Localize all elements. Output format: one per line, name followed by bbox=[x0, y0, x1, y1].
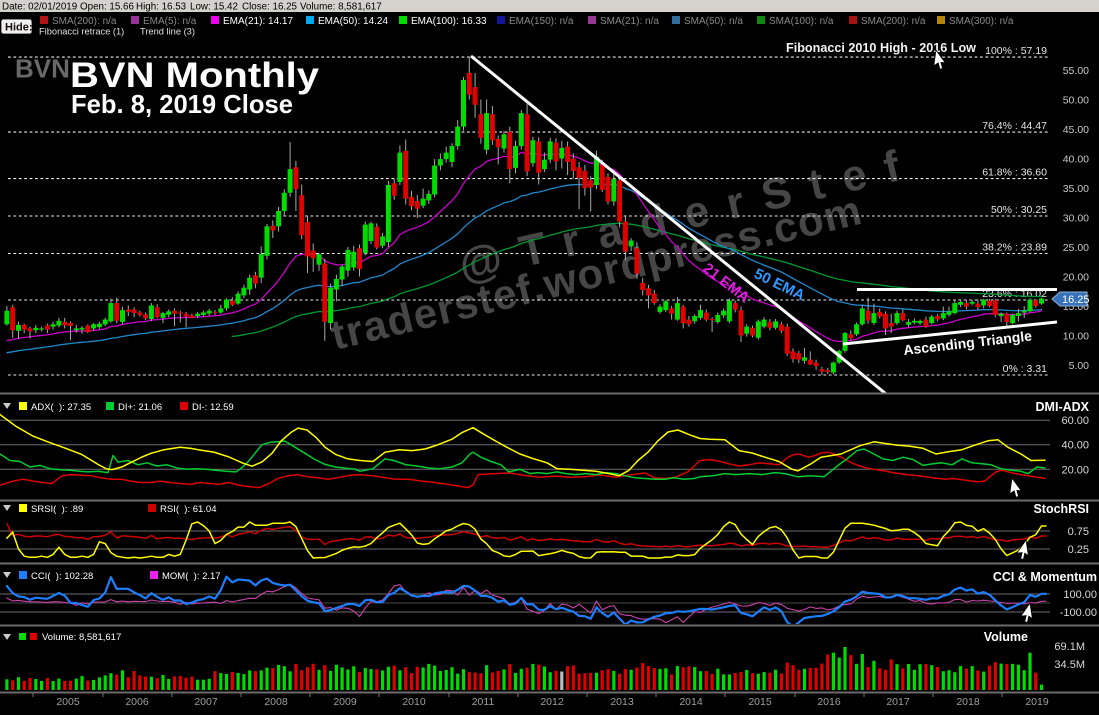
svg-text:2011: 2011 bbox=[472, 696, 495, 708]
svg-text:0% : 3.31: 0% : 3.31 bbox=[1003, 363, 1048, 375]
svg-text:SMA(50): n/a: SMA(50): n/a bbox=[684, 16, 743, 27]
svg-text:2006: 2006 bbox=[125, 696, 149, 708]
svg-text:SMA(200): n/a: SMA(200): n/a bbox=[861, 16, 926, 27]
svg-text:Volume: Volume bbox=[984, 630, 1028, 644]
svg-text:2017: 2017 bbox=[886, 696, 910, 708]
svg-text:Volume: 8,581,617: Volume: 8,581,617 bbox=[42, 632, 121, 643]
svg-text:100.00: 100.00 bbox=[1063, 589, 1097, 601]
svg-text:SRSI( ): .89: SRSI( ): .89 bbox=[31, 504, 83, 515]
svg-text:0.75: 0.75 bbox=[1068, 526, 1089, 538]
svg-text:35.00: 35.00 bbox=[1063, 183, 1089, 195]
svg-text:Fibonacci retrace (1): Fibonacci retrace (1) bbox=[39, 27, 124, 37]
svg-text:Close: 16.25: Close: 16.25 bbox=[242, 1, 298, 12]
svg-text:CCI( ): 102.28: CCI( ): 102.28 bbox=[31, 571, 93, 582]
svg-text:SMA(21): n/a: SMA(21): n/a bbox=[600, 16, 659, 27]
svg-text:Hide:: Hide: bbox=[5, 22, 33, 34]
svg-text:76.4% : 44.47: 76.4% : 44.47 bbox=[982, 120, 1047, 132]
svg-text:Feb. 8, 2019 Close: Feb. 8, 2019 Close bbox=[71, 89, 293, 119]
svg-text:BVN: BVN bbox=[15, 54, 70, 84]
svg-text:45.00: 45.00 bbox=[1063, 124, 1089, 136]
svg-text:40.00: 40.00 bbox=[1063, 154, 1089, 166]
svg-text:10.00: 10.00 bbox=[1063, 331, 1089, 343]
svg-text:Volume: 8,581,617: Volume: 8,581,617 bbox=[300, 1, 382, 12]
svg-text:ADX( ): 27.35: ADX( ): 27.35 bbox=[31, 402, 91, 413]
svg-text:EMA(150): n/a: EMA(150): n/a bbox=[509, 16, 574, 27]
svg-text:2015: 2015 bbox=[748, 696, 772, 708]
svg-text:SMA(200): n/a: SMA(200): n/a bbox=[52, 16, 117, 27]
svg-text:2012: 2012 bbox=[540, 696, 564, 708]
svg-text:55.00: 55.00 bbox=[1063, 65, 1089, 77]
svg-text:RSI( ): 61.04: RSI( ): 61.04 bbox=[160, 504, 217, 515]
svg-text:69.1M: 69.1M bbox=[1054, 641, 1085, 653]
svg-text:60.00: 60.00 bbox=[1061, 415, 1089, 427]
svg-text:SMA(300): n/a: SMA(300): n/a bbox=[949, 16, 1014, 27]
svg-text:34.5M: 34.5M bbox=[1054, 659, 1085, 671]
svg-text:2019: 2019 bbox=[1025, 696, 1049, 708]
svg-text:40.00: 40.00 bbox=[1061, 440, 1089, 452]
svg-text:16.25: 16.25 bbox=[1062, 294, 1090, 306]
svg-text:EMA(21): 14.17: EMA(21): 14.17 bbox=[223, 16, 293, 27]
svg-text:61.8% : 36.60: 61.8% : 36.60 bbox=[982, 167, 1047, 179]
svg-text:20.00: 20.00 bbox=[1061, 464, 1089, 476]
svg-text:High: 16.53: High: 16.53 bbox=[136, 1, 187, 12]
svg-text:2010: 2010 bbox=[402, 696, 426, 708]
svg-text:38.2% : 23.89: 38.2% : 23.89 bbox=[982, 242, 1047, 254]
svg-text:MOM( ): 2.17: MOM( ): 2.17 bbox=[162, 571, 221, 582]
svg-text:EMA(100): 16.33: EMA(100): 16.33 bbox=[411, 16, 487, 27]
svg-text:0.25: 0.25 bbox=[1068, 544, 1089, 556]
svg-text:EMA(50): 14.24: EMA(50): 14.24 bbox=[318, 16, 388, 27]
svg-text:CCI & Momentum: CCI & Momentum bbox=[993, 570, 1097, 584]
svg-text:2008: 2008 bbox=[264, 696, 288, 708]
svg-text:BVN Monthly: BVN Monthly bbox=[70, 56, 320, 95]
svg-text:Trend line (3): Trend line (3) bbox=[140, 27, 195, 37]
svg-text:Open: 15.66: Open: 15.66 bbox=[80, 1, 134, 12]
svg-text:50% : 30.25: 50% : 30.25 bbox=[991, 204, 1047, 216]
svg-text:DI-: 12.59: DI-: 12.59 bbox=[192, 402, 234, 413]
svg-text:2016: 2016 bbox=[817, 696, 841, 708]
svg-text:DI+: 21.06: DI+: 21.06 bbox=[118, 402, 162, 413]
svg-text:SMA(100): n/a: SMA(100): n/a bbox=[769, 16, 834, 27]
svg-text:2009: 2009 bbox=[333, 696, 357, 708]
svg-text:-100.00: -100.00 bbox=[1060, 607, 1097, 619]
svg-text:100% : 57.19: 100% : 57.19 bbox=[985, 45, 1047, 57]
svg-text:2013: 2013 bbox=[610, 696, 634, 708]
svg-text:Low: 15.42: Low: 15.42 bbox=[190, 1, 238, 12]
svg-text:Fibonacci 2010 High - 2016 Low: Fibonacci 2010 High - 2016 Low bbox=[786, 41, 976, 55]
svg-text:StochRSI: StochRSI bbox=[1033, 502, 1089, 516]
svg-text:50.00: 50.00 bbox=[1063, 95, 1089, 107]
svg-text:2005: 2005 bbox=[56, 696, 80, 708]
svg-text:20.00: 20.00 bbox=[1063, 272, 1089, 284]
svg-text:EMA(5): n/a: EMA(5): n/a bbox=[143, 16, 197, 27]
svg-text:2018: 2018 bbox=[956, 696, 980, 708]
svg-text:2007: 2007 bbox=[194, 696, 218, 708]
svg-text:5.00: 5.00 bbox=[1069, 360, 1090, 372]
svg-text:Date: 02/01/2019: Date: 02/01/2019 bbox=[2, 1, 77, 12]
svg-text:DMI-ADX: DMI-ADX bbox=[1036, 400, 1090, 414]
svg-text:2014: 2014 bbox=[679, 696, 703, 708]
svg-text:30.00: 30.00 bbox=[1063, 213, 1089, 225]
svg-text:25.00: 25.00 bbox=[1063, 242, 1089, 254]
